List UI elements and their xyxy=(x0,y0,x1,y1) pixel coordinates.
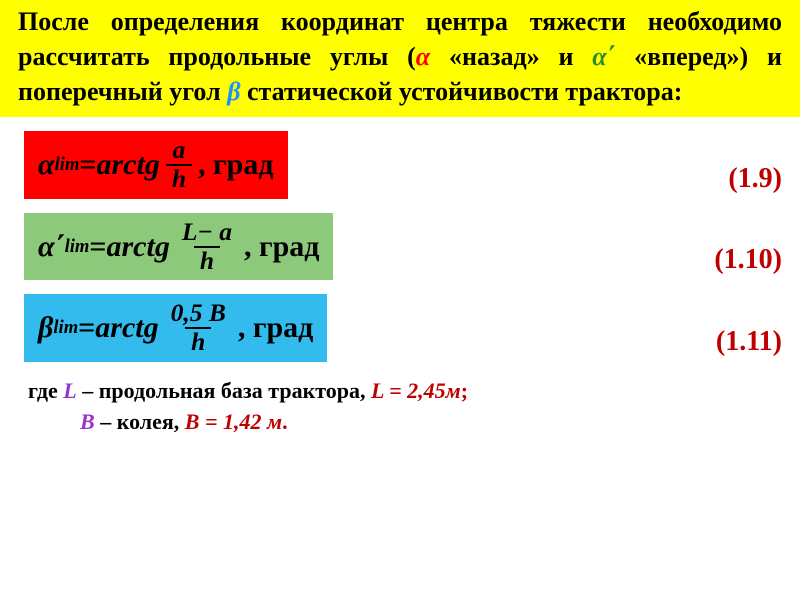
B-text: – колея, xyxy=(95,409,185,434)
B-value: B = 1,42 м xyxy=(185,409,282,434)
B-variable: B xyxy=(80,409,95,434)
L-text: – продольная база трактора, xyxy=(77,378,371,403)
L-variable: L xyxy=(63,378,76,403)
formula-box-0: αlim = arctg ah , град xyxy=(24,131,288,199)
fraction: L− ah xyxy=(176,219,238,275)
semicolon: ; xyxy=(461,378,468,403)
footer-definitions: где L – продольная база трактора, L = 2,… xyxy=(0,362,800,438)
formula-subscript: lim xyxy=(55,154,80,176)
unit-label: , град xyxy=(198,148,273,182)
numerator: a xyxy=(167,137,192,164)
alpha-symbol: α xyxy=(416,42,430,71)
fraction: ah xyxy=(166,137,192,193)
fraction: 0,5 Bh xyxy=(165,300,232,356)
formula-row-2: βlim = arctg 0,5 Bh , град (1.11) xyxy=(0,294,800,362)
period: . xyxy=(282,409,288,434)
formula-box-1: α΄lim = arctg L− ah , град xyxy=(24,213,333,281)
where-label: где xyxy=(28,378,63,403)
formula-symbol: α΄ xyxy=(38,230,65,264)
alpha-prime-symbol: α΄ xyxy=(592,42,615,71)
numerator: L− a xyxy=(176,219,238,246)
denominator: h xyxy=(185,327,211,356)
denominator: h xyxy=(166,164,192,193)
equation-number: (1.11) xyxy=(716,326,782,362)
formula-symbol: α xyxy=(38,148,55,182)
numerator: 0,5 B xyxy=(165,300,232,327)
unit-label: , град xyxy=(244,230,319,264)
function-name: arctg xyxy=(97,148,160,182)
formula-row-0: αlim = arctg ah , град (1.9) xyxy=(0,131,800,199)
function-name: arctg xyxy=(107,230,170,264)
equation-number: (1.9) xyxy=(728,163,782,199)
unit-label: , град xyxy=(238,311,313,345)
header-mid1: «назад» и xyxy=(430,42,592,71)
beta-symbol: β xyxy=(227,77,240,106)
denominator: h xyxy=(194,246,220,275)
formula-list: αlim = arctg ah , град(1.9)α΄lim = arctg… xyxy=(0,131,800,362)
equals-sign: = xyxy=(79,148,96,182)
equals-sign: = xyxy=(89,230,106,264)
header-paragraph: После определения координат центра тяжес… xyxy=(0,0,800,117)
formula-subscript: lim xyxy=(53,317,78,339)
equation-number: (1.10) xyxy=(714,244,782,280)
L-value: L = 2,45м xyxy=(371,378,461,403)
equals-sign: = xyxy=(78,311,95,345)
formula-subscript: lim xyxy=(65,236,90,258)
function-name: arctg xyxy=(95,311,158,345)
formula-symbol: β xyxy=(38,311,53,345)
formula-box-2: βlim = arctg 0,5 Bh , град xyxy=(24,294,327,362)
formula-row-1: α΄lim = arctg L− ah , град (1.10) xyxy=(0,213,800,281)
header-post: статической устойчивости трактора: xyxy=(241,77,683,106)
